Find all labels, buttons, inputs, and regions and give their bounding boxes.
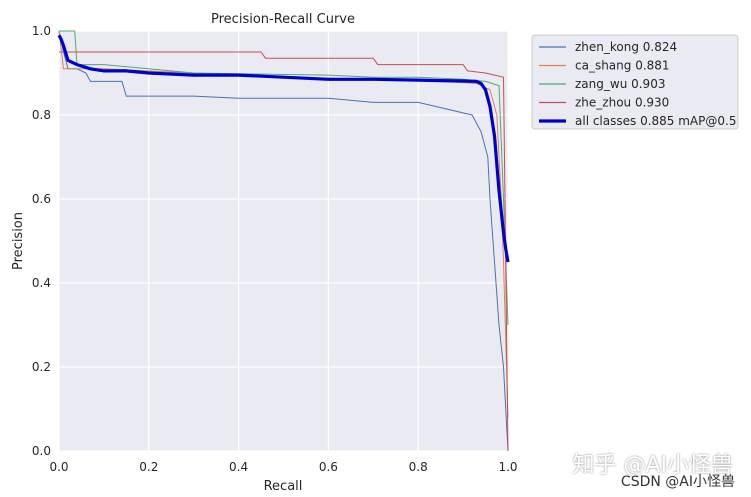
csdn-watermark: CSDN @AI小怪兽 (620, 474, 735, 490)
x-tick-label: 0.6 (319, 460, 338, 474)
y-tick-label: 0.0 (32, 444, 51, 458)
series-line-3 (59, 51, 509, 452)
axis-ticks: 0.0 0.2 0.4 0.6 0.8 1.0 0.0 0.2 0.4 0.6 0.8 1.0 (32, 24, 518, 474)
series-line-4 (57, 34, 510, 263)
x-tick-label: 0.4 (229, 460, 248, 474)
series-line-2 (59, 30, 509, 326)
series-lines (57, 30, 510, 452)
legend-box (531, 34, 739, 130)
chart-title: Precision-Recall Curve (211, 12, 355, 27)
legend-label-4: all classes 0.885 mAP@0.5 (575, 114, 736, 128)
x-tick-label: 1.0 (498, 460, 517, 474)
legend-label-2: zang_wu 0.903 (575, 77, 665, 91)
grid-lines (58, 30, 509, 452)
y-axis-label: Precision (11, 212, 26, 270)
legend-label-0: zhen_kong 0.824 (575, 40, 677, 54)
plot-area (59, 31, 508, 451)
x-axis-label: Recall (264, 479, 303, 494)
zhihu-watermark: 知乎 @AI小怪兽 (572, 453, 733, 478)
x-tick-label: 0.2 (139, 460, 158, 474)
legend-label-1: ca_shang 0.881 (575, 59, 670, 73)
y-tick-label: 0.4 (32, 276, 51, 290)
y-tick-label: 1.0 (32, 24, 51, 38)
x-tick-label: 0.0 (49, 460, 68, 474)
y-tick-label: 0.2 (32, 360, 51, 374)
x-tick-label: 0.8 (409, 460, 428, 474)
legend: zhen_kong 0.824 ca_shang 0.881 zang_wu 0.9… (531, 34, 739, 130)
legend-label-3: zhe_zhou 0.930 (575, 96, 669, 110)
y-tick-label: 0.6 (32, 192, 51, 206)
y-tick-label: 0.8 (32, 108, 51, 122)
series-line-0 (58, 30, 509, 452)
